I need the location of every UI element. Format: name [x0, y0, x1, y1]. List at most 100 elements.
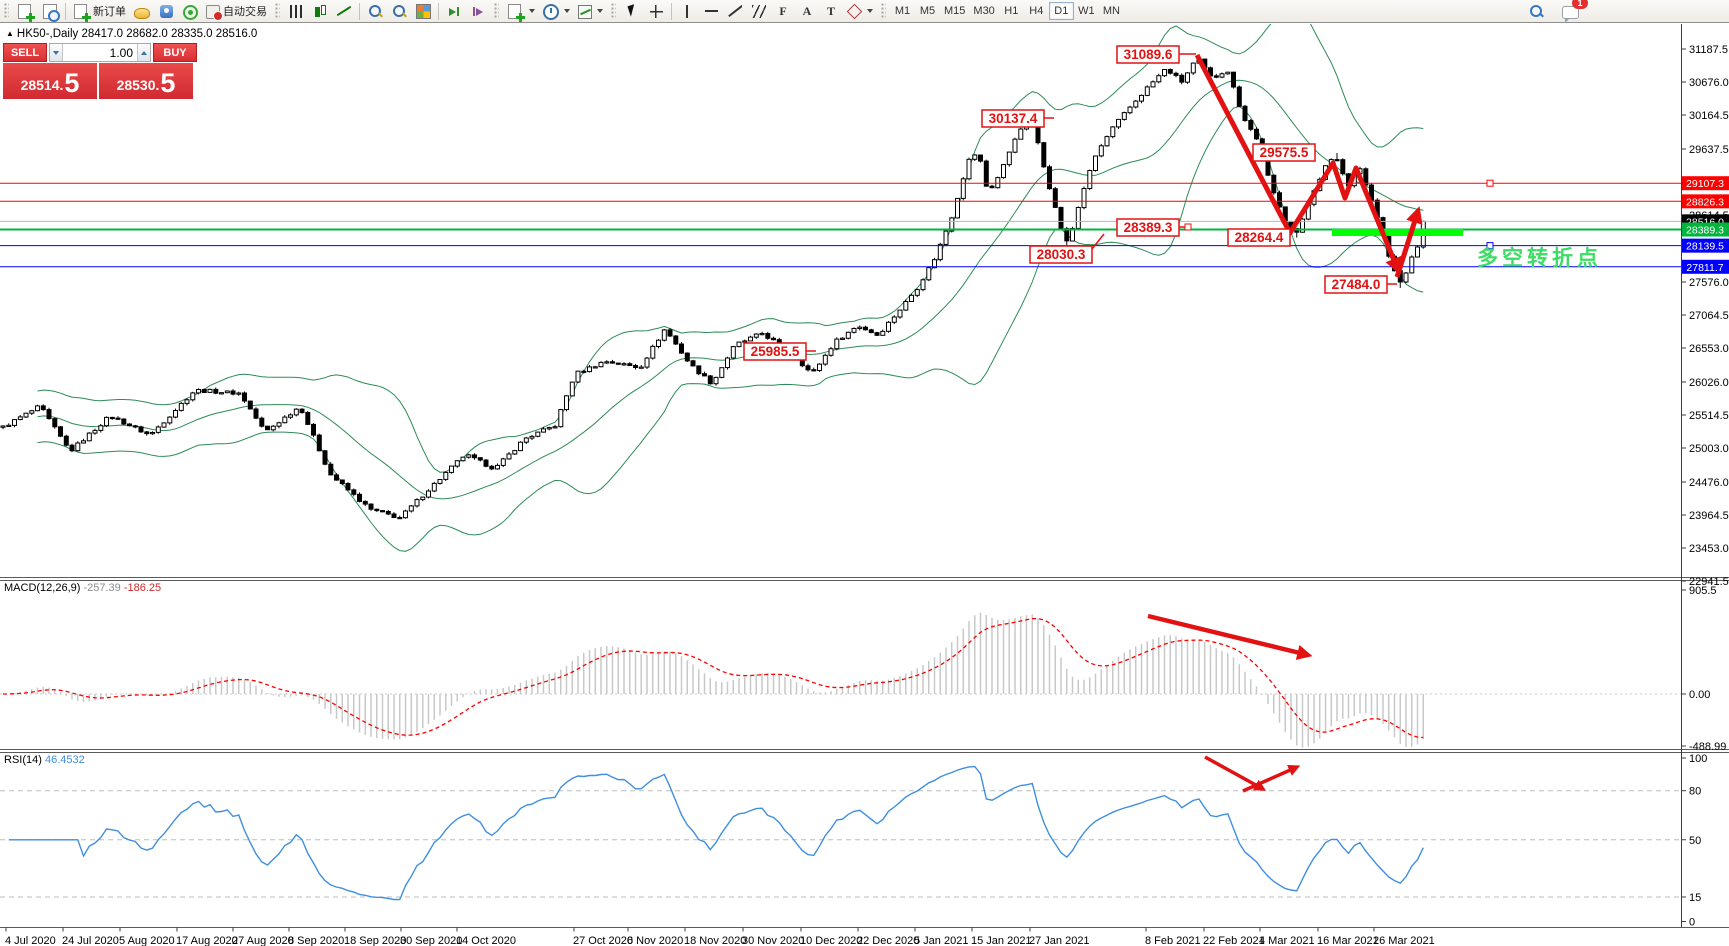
candle-body: [92, 429, 98, 434]
cursor-button[interactable]: [621, 1, 643, 21]
price-annotation-box[interactable]: [1252, 143, 1316, 162]
annotation-handle[interactable]: [1184, 223, 1192, 231]
candlestick-chart-button[interactable]: [309, 1, 331, 21]
buy-button[interactable]: BUY: [153, 43, 197, 62]
candle-body: [380, 510, 385, 513]
rsi-axis-tick-label: 50: [1689, 835, 1701, 847]
x-axis-date-label: 5 Aug 2020: [119, 935, 175, 946]
templates-button[interactable]: [575, 1, 606, 21]
price-annotation-box[interactable]: [1029, 245, 1093, 264]
sell-price-pips: 5: [64, 68, 80, 98]
price-annotation-box[interactable]: [1116, 218, 1180, 237]
rsi-panel[interactable]: [0, 755, 1681, 901]
candle-body: [150, 432, 155, 435]
candle-body: [213, 388, 219, 394]
notifications-button[interactable]: 1: [1559, 0, 1588, 23]
volume-decrease-button[interactable]: [50, 44, 63, 61]
text-label-button[interactable]: T: [820, 1, 842, 21]
fibonacci-button[interactable]: F: [772, 1, 794, 21]
tab-timeframe-h1[interactable]: H1: [999, 2, 1024, 20]
candle-body: [995, 177, 1001, 189]
chart-profiles-button[interactable]: [39, 1, 61, 22]
tab-timeframe-m15[interactable]: M15: [940, 2, 969, 20]
chinese-note-text[interactable]: 多空转折点: [1477, 246, 1602, 270]
price-annotation-box[interactable]: [743, 342, 807, 361]
bar-chart-button[interactable]: [285, 1, 307, 21]
line-handle[interactable]: [1486, 242, 1494, 250]
sell-price[interactable]: 28514. 5: [3, 63, 97, 99]
trendline-button[interactable]: [724, 1, 746, 21]
trend-arrow[interactable]: [1394, 206, 1423, 278]
toolbar-grip[interactable]: [4, 3, 9, 19]
shapes-button[interactable]: [844, 1, 876, 21]
tab-timeframe-m30[interactable]: M30: [969, 2, 998, 20]
y-axis-tick-label: 26026.0: [1689, 377, 1729, 389]
x-axis-date-label: 10 Dec 2020: [800, 935, 862, 946]
candle-body: [420, 496, 426, 501]
autotrading-button[interactable]: 自动交易: [203, 1, 270, 21]
rsi-trend-arrow[interactable]: [1204, 755, 1267, 791]
tab-timeframe-mn[interactable]: MN: [1099, 2, 1124, 20]
signals-button[interactable]: [179, 1, 201, 21]
tab-timeframe-d1[interactable]: D1: [1048, 2, 1074, 20]
tab-timeframe-w1[interactable]: W1: [1074, 2, 1099, 20]
price-annotation-box[interactable]: [981, 109, 1045, 128]
candle-body: [1144, 86, 1150, 96]
price-annotation-text: 25985.5: [751, 344, 800, 359]
text-button[interactable]: A: [796, 1, 818, 21]
main-chart-panel[interactable]: 多空转折点: [0, 7, 1681, 552]
price-annotation-box[interactable]: [1227, 228, 1291, 247]
auto-scroll-button[interactable]: [443, 1, 465, 21]
price-annotation-box[interactable]: [1324, 275, 1388, 294]
candle-body: [569, 381, 575, 397]
candle-body: [69, 444, 75, 452]
chevron-down-icon: [597, 9, 603, 13]
periods-button[interactable]: [540, 1, 573, 21]
candle-body: [753, 333, 759, 338]
toolbar-grip[interactable]: [494, 3, 499, 19]
line-handle[interactable]: [1486, 179, 1494, 187]
gold-button[interactable]: [131, 1, 153, 21]
macd-trend-arrow[interactable]: [1147, 613, 1313, 660]
vertical-line-button[interactable]: [676, 1, 698, 21]
search-button[interactable]: [1525, 1, 1547, 21]
trend-arrow[interactable]: [1194, 53, 1402, 275]
toolbar-grip[interactable]: [611, 3, 616, 19]
tab-timeframe-m1[interactable]: M1: [890, 2, 915, 20]
candle-body: [1093, 155, 1098, 171]
candle-body: [702, 373, 707, 377]
equidistant-channel-button[interactable]: [748, 1, 770, 21]
line-chart-button[interactable]: [333, 1, 355, 21]
volume-input[interactable]: [63, 44, 137, 61]
toolbar-grip[interactable]: [881, 3, 886, 19]
horizontal-line-button[interactable]: [700, 1, 722, 21]
zoom-in-button[interactable]: [364, 1, 386, 21]
candle-body: [1225, 71, 1231, 75]
tab-timeframe-h4[interactable]: H4: [1024, 2, 1049, 20]
collapse-icon[interactable]: ▲: [6, 29, 14, 38]
chart-shift-button[interactable]: [467, 1, 489, 21]
tab-timeframe-m5[interactable]: M5: [915, 2, 940, 20]
candle-body: [374, 508, 380, 512]
sell-button[interactable]: SELL: [3, 43, 47, 62]
new-chart-button[interactable]: [14, 1, 37, 22]
tile-windows-button[interactable]: [412, 1, 434, 21]
volume-increase-button[interactable]: [137, 44, 150, 61]
candle-body: [109, 416, 115, 420]
community-button[interactable]: [155, 1, 177, 21]
price-axis-chip-label: 28139.5: [1686, 241, 1724, 253]
y-axis-tick-label: 22941.5: [1689, 576, 1729, 588]
support-zone-bar[interactable]: [1332, 229, 1463, 236]
rsi-trend-arrow[interactable]: [1242, 764, 1301, 793]
candle-body: [6, 424, 12, 427]
macd-panel[interactable]: [0, 612, 1681, 748]
buy-price[interactable]: 28530. 5: [99, 63, 193, 99]
zoom-out-button[interactable]: [388, 1, 410, 21]
price-annotation-box[interactable]: [1116, 45, 1180, 64]
toolbar-grip[interactable]: [275, 3, 280, 19]
candle-body: [247, 400, 253, 410]
new-order-button[interactable]: 新订单: [70, 1, 129, 22]
indicators-button[interactable]: [504, 1, 538, 22]
crosshair-button[interactable]: [645, 1, 667, 21]
